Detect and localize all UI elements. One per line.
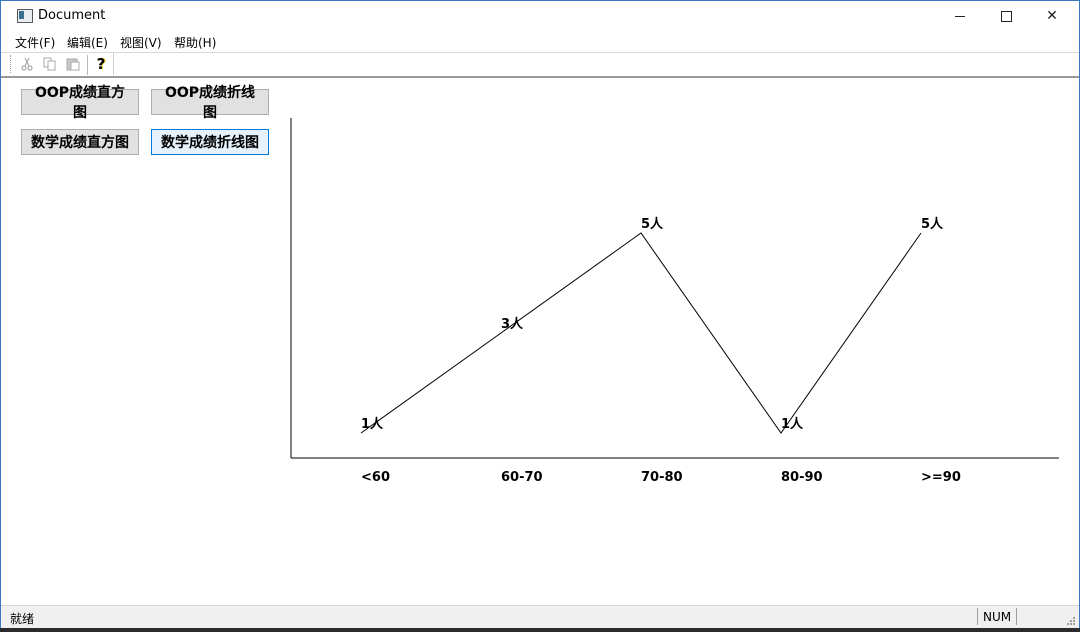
client-area: OOP成绩直方图 OOP成绩折线图 数学成绩直方图 数学成绩折线图 1人 3人 5人… bbox=[1, 78, 1079, 605]
math-histogram-button[interactable]: 数学成绩直方图 bbox=[21, 129, 139, 155]
x-tick-label: <60 bbox=[361, 470, 390, 485]
size-grip-icon[interactable] bbox=[1065, 615, 1075, 625]
data-label: 1人 bbox=[361, 416, 384, 432]
help-icon: ? bbox=[96, 55, 106, 73]
menu-edit[interactable]: 编辑(E) bbox=[67, 36, 108, 50]
menu-view[interactable]: 视图(V) bbox=[120, 36, 162, 50]
data-label: 5人 bbox=[641, 216, 664, 232]
toolbar: ? bbox=[1, 53, 1079, 78]
data-label: 5人 bbox=[921, 216, 944, 232]
oop-line-chart-button[interactable]: OOP成绩折线图 bbox=[151, 85, 269, 121]
help-button[interactable]: ? bbox=[92, 55, 110, 73]
close-button[interactable]: ✕ bbox=[1029, 1, 1075, 31]
toolbar-separator bbox=[87, 55, 88, 75]
toolbar-grip[interactable] bbox=[10, 55, 14, 73]
toolbar-end bbox=[113, 53, 114, 75]
cut-button[interactable] bbox=[18, 55, 36, 73]
series-line bbox=[360, 232, 922, 434]
minimize-icon bbox=[955, 15, 965, 17]
line-chart: 1人 3人 5人 1人 5人 <60 60-70 70-80 80-90 >=90 bbox=[290, 118, 1059, 485]
paste-button[interactable] bbox=[64, 55, 82, 73]
copy-button[interactable] bbox=[41, 55, 59, 73]
status-pane-num bbox=[977, 608, 1014, 625]
data-label: 3人 bbox=[501, 316, 524, 332]
data-label: 1人 bbox=[781, 416, 804, 432]
maximize-icon bbox=[1000, 10, 1012, 22]
status-text: 就绪 bbox=[10, 612, 35, 626]
status-pane-scroll bbox=[1016, 608, 1053, 625]
paste-icon bbox=[66, 58, 80, 71]
status-bar: 就绪 NUM bbox=[1, 605, 1079, 628]
close-icon: ✕ bbox=[1046, 8, 1058, 24]
title-bar[interactable]: Document ✕ bbox=[1, 1, 1079, 31]
minimize-button[interactable] bbox=[937, 1, 983, 31]
menu-file[interactable]: 文件(F) bbox=[15, 36, 56, 50]
copy-icon bbox=[43, 57, 56, 71]
app-icon bbox=[17, 9, 33, 23]
x-tick-label: 60-70 bbox=[501, 470, 543, 485]
math-line-chart-button[interactable]: 数学成绩折线图 bbox=[151, 129, 269, 155]
cut-icon bbox=[21, 57, 33, 71]
maximize-button[interactable] bbox=[983, 1, 1029, 31]
menu-help[interactable]: 帮助(H) bbox=[174, 36, 217, 50]
menu-bar: 文件(F) 编辑(E) 视图(V) 帮助(H) bbox=[1, 31, 1079, 53]
x-tick-label: 70-80 bbox=[641, 470, 683, 485]
x-tick-label: 80-90 bbox=[781, 470, 823, 485]
num-lock-indicator: NUM bbox=[983, 610, 1012, 624]
x-tick-label: >=90 bbox=[921, 470, 961, 485]
window-title: Document bbox=[38, 8, 106, 23]
